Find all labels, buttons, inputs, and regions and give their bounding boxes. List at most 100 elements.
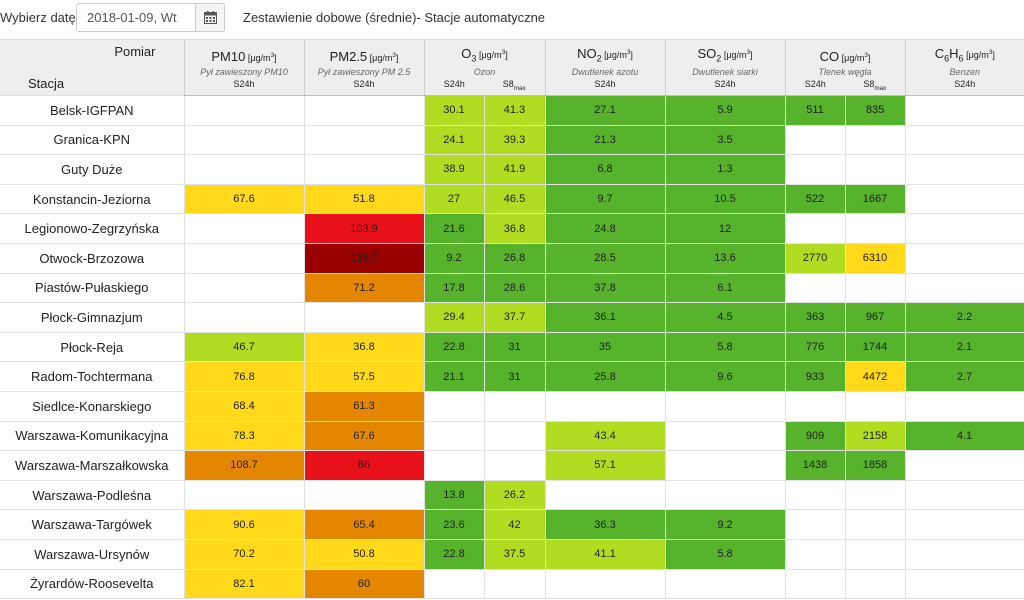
measurement-cell xyxy=(183,272,305,304)
measurement-cell xyxy=(904,568,1024,600)
measurement-cell xyxy=(483,420,546,452)
station-name[interactable]: Warszawa-Podleśna xyxy=(0,479,185,511)
measurement-cell: 1744 xyxy=(844,331,906,363)
measurement-cell: 27 xyxy=(423,183,485,215)
station-name[interactable]: Legionowo-Zegrzyńska xyxy=(0,213,185,244)
measurement-cell: 9.2 xyxy=(664,509,786,540)
table-row: Płock-Gimnazjum 29.4 37.7 36.1 4.5 363 967 2.2 xyxy=(0,302,1024,333)
measurement-cell xyxy=(844,479,906,511)
table-row: Belsk-IGFPAN 30.1 41.3 27.1 5.9 511 835 xyxy=(0,95,1024,126)
measurement-cell xyxy=(544,479,666,511)
measurement-cell: 46.5 xyxy=(483,183,546,215)
measurement-cell: 82.1 xyxy=(183,568,305,600)
measurement-cell: 363 xyxy=(784,302,846,333)
measurement-cell xyxy=(483,390,546,422)
toolbar: Wybierz datę: Zestawienie dobowe (średni… xyxy=(0,0,1024,38)
measurement-cell xyxy=(844,272,906,304)
measurements-table: Pomiar Stacja PM10 [μg/m3] PM2.5 [μg/m3] O3 … xyxy=(0,39,1024,600)
calendar-button[interactable] xyxy=(196,3,225,32)
measurement-cell xyxy=(423,450,485,481)
measurement-cell xyxy=(904,272,1024,304)
measurement-cell: 46.7 xyxy=(183,331,305,363)
unit-superscript: 3 xyxy=(270,52,275,59)
averaging-label: S24h xyxy=(664,79,786,96)
measurement-cell: 3.5 xyxy=(664,124,786,156)
averaging-label: S24h xyxy=(183,79,304,96)
pollutant-header: SO2 [μg/m3] xyxy=(664,39,786,64)
pollutant-name: CO xyxy=(819,49,840,64)
measurement-cell: 1858 xyxy=(844,450,906,481)
pollutant-subscript: 2 xyxy=(716,54,722,64)
station-name[interactable]: Granica-KPN xyxy=(0,124,185,156)
station-name[interactable]: Warszawa-Ursynów xyxy=(0,538,185,570)
measurement-cell: 24.1 xyxy=(423,124,485,156)
unit-label: [μg/m3] xyxy=(963,49,995,61)
station-name[interactable]: Żyrardów-Roosevelta xyxy=(0,568,185,600)
measurement-cell: 12 xyxy=(664,213,786,244)
measurement-cell: 51.8 xyxy=(303,183,425,215)
measurement-cell xyxy=(904,124,1024,156)
unit-superscript: 3 xyxy=(501,49,506,57)
measurement-cell: 6310 xyxy=(844,242,906,274)
measurement-cell: 29.4 xyxy=(423,302,485,333)
measurement-cell xyxy=(844,538,906,570)
measurement-cell xyxy=(483,450,546,481)
unit-superscript: 3 xyxy=(626,49,631,57)
measurement-cell: 1667 xyxy=(844,183,906,215)
measurement-cell xyxy=(423,420,485,452)
unit-label: [μg/m3] xyxy=(476,49,508,61)
table-row: Piastów-Pułaskiego 71.2 17.8 28.6 37.8 6.1 xyxy=(0,272,1024,304)
measurement-cell: 2.1 xyxy=(904,331,1024,363)
station-name[interactable]: Płock-Reja xyxy=(0,331,185,363)
pollutant-header: PM2.5 [μg/m3] xyxy=(303,39,424,64)
station-name[interactable]: Piastów-Pułaskiego xyxy=(0,272,185,304)
measurement-cell: 24.8 xyxy=(544,213,666,244)
measurement-cell: 86 xyxy=(303,450,425,481)
date-label: Wybierz datę: xyxy=(0,10,80,25)
station-name[interactable]: Konstancin-Jeziorna xyxy=(0,183,185,215)
measurement-cell: 4.5 xyxy=(664,302,786,333)
measurement-cell: 43.4 xyxy=(544,420,666,452)
measurement-cell: 31 xyxy=(483,331,546,363)
station-name[interactable]: Siedlce-Konarskiego xyxy=(0,390,185,422)
measurement-cell: 108.7 xyxy=(183,450,305,481)
pollutant-subscript: 3 xyxy=(471,54,477,64)
table-row: Granica-KPN 24.1 39.3 21.3 3.5 xyxy=(0,124,1024,156)
station-name[interactable]: Płock-Gimnazjum xyxy=(0,302,185,333)
station-name[interactable]: Warszawa-Targówek xyxy=(0,509,185,540)
pollutant-header: C6H6 [μg/m3] xyxy=(904,39,1024,64)
unit-label: [μg/m3] xyxy=(721,49,753,61)
pollutant-subscript: 2 xyxy=(596,54,602,64)
measurement-cell xyxy=(483,568,546,600)
measurement-cell: 67.6 xyxy=(183,183,305,215)
date-input[interactable] xyxy=(76,3,196,32)
measurement-cell: 60 xyxy=(303,568,425,600)
table-row: Warszawa-Ursynów 70.2 50.8 22.8 37.5 41.1 5.8 xyxy=(0,538,1024,570)
measurement-cell xyxy=(904,183,1024,215)
measurement-cell: 2.7 xyxy=(904,361,1024,392)
averaging-label: S24h xyxy=(904,79,1024,96)
measurement-cell: 65.4 xyxy=(303,509,425,540)
measurement-cell: 9.7 xyxy=(544,183,666,215)
measurement-cell: 9.6 xyxy=(664,361,786,392)
calendar-icon xyxy=(203,11,217,24)
measurement-cell: 36.8 xyxy=(303,331,425,363)
measurement-cell: 28.5 xyxy=(544,242,666,274)
station-name[interactable]: Warszawa-Komunikacyjna xyxy=(0,420,185,452)
measurement-cell xyxy=(183,213,305,244)
station-name[interactable]: Guty Duże xyxy=(0,154,185,185)
pollutant-header: NO2 [μg/m3] xyxy=(544,39,666,64)
measurement-cell xyxy=(784,390,846,422)
measurement-cell: 41.9 xyxy=(483,154,546,185)
measurement-cell: 36.1 xyxy=(544,302,666,333)
measurement-cell xyxy=(904,509,1024,540)
measurement-cell: 38.9 xyxy=(423,154,485,185)
measurement-cell: 22.8 xyxy=(423,538,485,570)
station-name[interactable]: Belsk-IGFPAN xyxy=(0,95,185,126)
unit-superscript: 3 xyxy=(392,52,396,59)
station-name[interactable]: Otwock-Brzozowa xyxy=(0,242,185,274)
station-name[interactable]: Warszawa-Marszałkowska xyxy=(0,450,185,481)
measurement-cell: 9.2 xyxy=(423,242,485,274)
station-name[interactable]: Radom-Tochtermana xyxy=(0,361,185,392)
measurement-cell: 21.3 xyxy=(544,124,666,156)
